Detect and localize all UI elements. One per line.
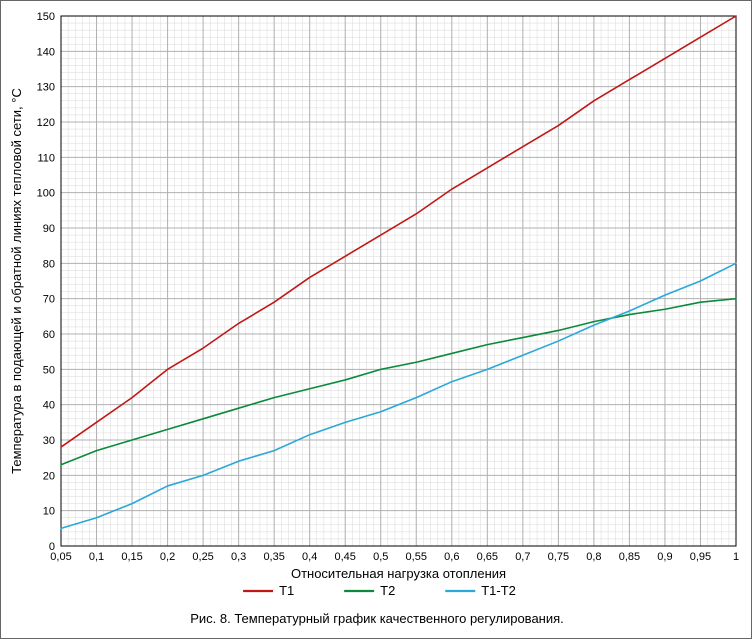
x-tick-label: 1 [733,551,739,563]
y-tick-label: 130 [37,82,55,94]
x-tick-label: 0,85 [619,551,640,563]
y-tick-label: 10 [43,506,55,518]
x-tick-label: 0,6 [444,551,459,563]
x-tick-label: 0,35 [263,551,284,563]
x-tick-label: 0,65 [477,551,498,563]
x-tick-label: 0,55 [406,551,427,563]
x-axis-label: Относительная нагрузка отопления [291,566,506,581]
y-axis-label: Температура в подающей и обратной линиях… [9,88,24,474]
y-tick-label: 70 [43,294,55,306]
y-tick-label: 100 [37,188,55,200]
y-tick-label: 30 [43,435,55,447]
y-tick-label: 140 [37,46,55,58]
chart-svg: 0,050,10,150,20,250,30,350,40,450,50,550… [1,1,752,640]
x-tick-label: 0,45 [334,551,355,563]
x-tick-label: 0,5 [373,551,388,563]
y-tick-labels: 0 10 20 30 40 50 60 70 80 90 100 110 120 130 140 150 [37,11,55,553]
x-tick-label: 0,9 [657,551,672,563]
x-tick-label: 0,4 [302,551,317,563]
y-tick-label: 120 [37,117,55,129]
y-tick-label: 90 [43,223,55,235]
x-tick-label: 0,1 [89,551,104,563]
y-tick-label: 20 [43,470,55,482]
x-tick-label: 0,15 [121,551,142,563]
y-tick-label: 110 [37,152,55,164]
figure-caption: Рис. 8. Температурный график качественно… [190,611,564,626]
legend: T1 T2 T1-T2 [243,583,516,598]
y-tick-label: 80 [43,258,55,270]
legend-label: T1-T2 [481,583,516,598]
y-tick-label: 40 [43,400,55,412]
x-tick-label: 0,2 [160,551,175,563]
legend-label: T2 [380,583,395,598]
y-tick-label: 0 [49,541,55,553]
y-tick-label: 150 [37,11,55,23]
x-tick-label: 0,3 [231,551,246,563]
x-tick-labels: 0,050,10,150,20,250,30,350,40,450,50,550… [50,551,739,563]
x-tick-label: 0,75 [548,551,569,563]
x-tick-label: 0,7 [515,551,530,563]
y-tick-label: 60 [43,329,55,341]
y-tick-label: 50 [43,364,55,376]
x-tick-label: 0,8 [586,551,601,563]
legend-label: T1 [279,583,294,598]
figure-container: 0,050,10,150,20,250,30,350,40,450,50,550… [0,0,752,639]
plot-background [61,16,736,546]
x-tick-label: 0,95 [690,551,711,563]
x-tick-label: 0,25 [192,551,213,563]
